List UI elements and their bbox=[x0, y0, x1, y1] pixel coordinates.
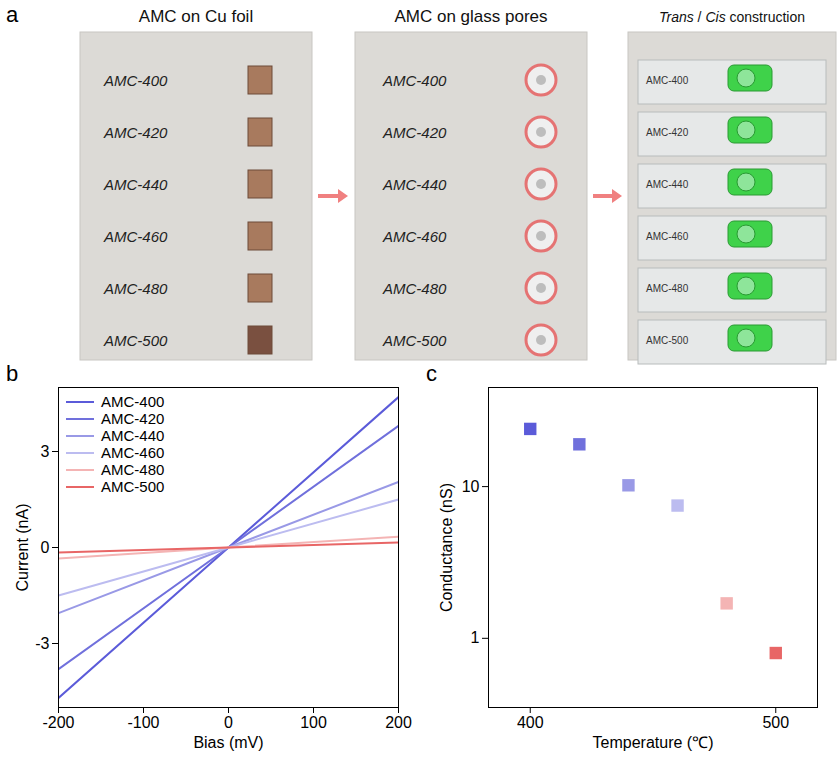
html-text:AMC-420: AMC-420 bbox=[101, 410, 165, 427]
svg-text:AMC-440: AMC-440 bbox=[103, 176, 168, 193]
svg-text:AMC-460: AMC-460 bbox=[646, 231, 689, 242]
svg-text:500: 500 bbox=[762, 714, 789, 731]
svg-text:200: 200 bbox=[385, 714, 412, 731]
svg-text:AMC-480: AMC-480 bbox=[646, 283, 689, 294]
svg-text:3: 3 bbox=[41, 443, 50, 460]
svg-text:-200: -200 bbox=[42, 714, 74, 731]
html-text:AMC-400: AMC-400 bbox=[101, 393, 165, 410]
svg-text:AMC-460: AMC-460 bbox=[382, 228, 447, 245]
svg-text:AMC-420: AMC-420 bbox=[103, 124, 168, 141]
html-text:AMC-480: AMC-480 bbox=[101, 461, 165, 478]
svg-text:AMC-480: AMC-480 bbox=[103, 280, 168, 297]
svg-text:0: 0 bbox=[41, 539, 50, 556]
svg-text:AMC on glass pores: AMC on glass pores bbox=[394, 7, 547, 26]
html-text:c: c bbox=[426, 361, 437, 386]
svg-text:Conductance (nS): Conductance (nS) bbox=[438, 483, 455, 612]
svg-text:AMC on Cu foil: AMC on Cu foil bbox=[139, 7, 253, 26]
svg-text:Temperature (℃): Temperature (℃) bbox=[593, 734, 714, 751]
svg-text:AMC-400: AMC-400 bbox=[103, 72, 168, 89]
svg-text:-3: -3 bbox=[35, 635, 49, 652]
svg-text:AMC-500: AMC-500 bbox=[382, 332, 447, 349]
svg-text:AMC-400: AMC-400 bbox=[382, 72, 447, 89]
html-text:b: b bbox=[6, 361, 19, 386]
svg-text:a: a bbox=[6, 2, 19, 27]
svg-text:Bias (mV): Bias (mV) bbox=[193, 734, 263, 751]
svg-text:1: 1 bbox=[471, 629, 480, 646]
svg-text:AMC-460: AMC-460 bbox=[103, 228, 168, 245]
svg-text:AMC-420: AMC-420 bbox=[382, 124, 447, 141]
svg-text:AMC-400: AMC-400 bbox=[646, 75, 689, 86]
html-text:AMC-460: AMC-460 bbox=[101, 444, 165, 461]
svg-text:AMC-440: AMC-440 bbox=[646, 179, 689, 190]
svg-text:AMC-500: AMC-500 bbox=[103, 332, 168, 349]
svg-text:AMC-480: AMC-480 bbox=[382, 280, 447, 297]
svg-text:0: 0 bbox=[224, 714, 233, 731]
svg-text:400: 400 bbox=[517, 714, 544, 731]
svg-text:AMC-500: AMC-500 bbox=[646, 335, 689, 346]
html-text:AMC-440: AMC-440 bbox=[101, 427, 165, 444]
svg-text:Current (nA): Current (nA) bbox=[14, 503, 31, 591]
svg-text:AMC-420: AMC-420 bbox=[646, 127, 689, 138]
svg-text:10: 10 bbox=[462, 478, 480, 495]
svg-text:100: 100 bbox=[300, 714, 327, 731]
svg-text:-100: -100 bbox=[127, 714, 159, 731]
svg-text:Trans / Cis construction: Trans / Cis construction bbox=[659, 9, 805, 25]
html-text:AMC-500: AMC-500 bbox=[101, 478, 165, 495]
svg-text:AMC-440: AMC-440 bbox=[382, 176, 447, 193]
